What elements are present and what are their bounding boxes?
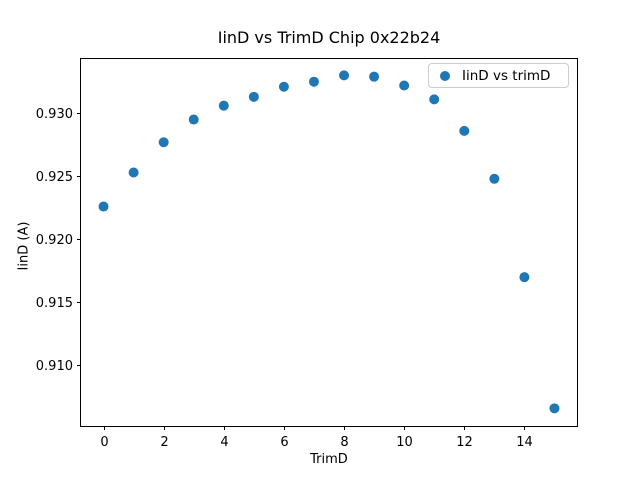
- x-tick-label: 0: [100, 435, 108, 450]
- data-point: [98, 201, 109, 212]
- data-point: [308, 76, 319, 87]
- y-tick-label: 0.930: [36, 107, 73, 122]
- y-axis-label-text: IinD (A): [16, 221, 32, 271]
- legend-marker-icon: [440, 70, 450, 81]
- x-tick-label: 12: [456, 435, 473, 450]
- x-tick-label: 14: [516, 435, 533, 450]
- data-point: [369, 71, 380, 82]
- y-tick-label: 0.915: [36, 296, 73, 311]
- data-point: [158, 137, 169, 148]
- data-point: [489, 173, 500, 184]
- x-tick-label: 8: [340, 435, 348, 450]
- chart-title: IinD vs TrimD Chip 0x22b24: [217, 28, 441, 47]
- x-axis-label: TrimD: [310, 452, 348, 467]
- data-point: [188, 114, 199, 125]
- x-tick-label: 10: [396, 435, 413, 450]
- data-point: [218, 100, 229, 111]
- legend-label: IinD vs trimD: [462, 67, 551, 84]
- y-tick-label: 0.920: [36, 233, 73, 248]
- x-tick-label: 4: [220, 435, 228, 450]
- data-point: [339, 70, 350, 81]
- data-point: [459, 125, 470, 136]
- data-point: [128, 167, 139, 178]
- data-point: [278, 81, 289, 92]
- x-tick-label: 6: [280, 435, 288, 450]
- data-point: [549, 403, 560, 414]
- data-point: [399, 80, 410, 91]
- y-tick-label: 0.910: [36, 359, 73, 374]
- data-point: [429, 94, 440, 105]
- axes-frame: [80, 58, 578, 427]
- legend: IinD vs trimD: [428, 63, 569, 88]
- data-point: [519, 272, 530, 283]
- y-tick-label: 0.925: [36, 170, 73, 185]
- data-point: [248, 91, 259, 102]
- x-tick-label: 2: [160, 435, 168, 450]
